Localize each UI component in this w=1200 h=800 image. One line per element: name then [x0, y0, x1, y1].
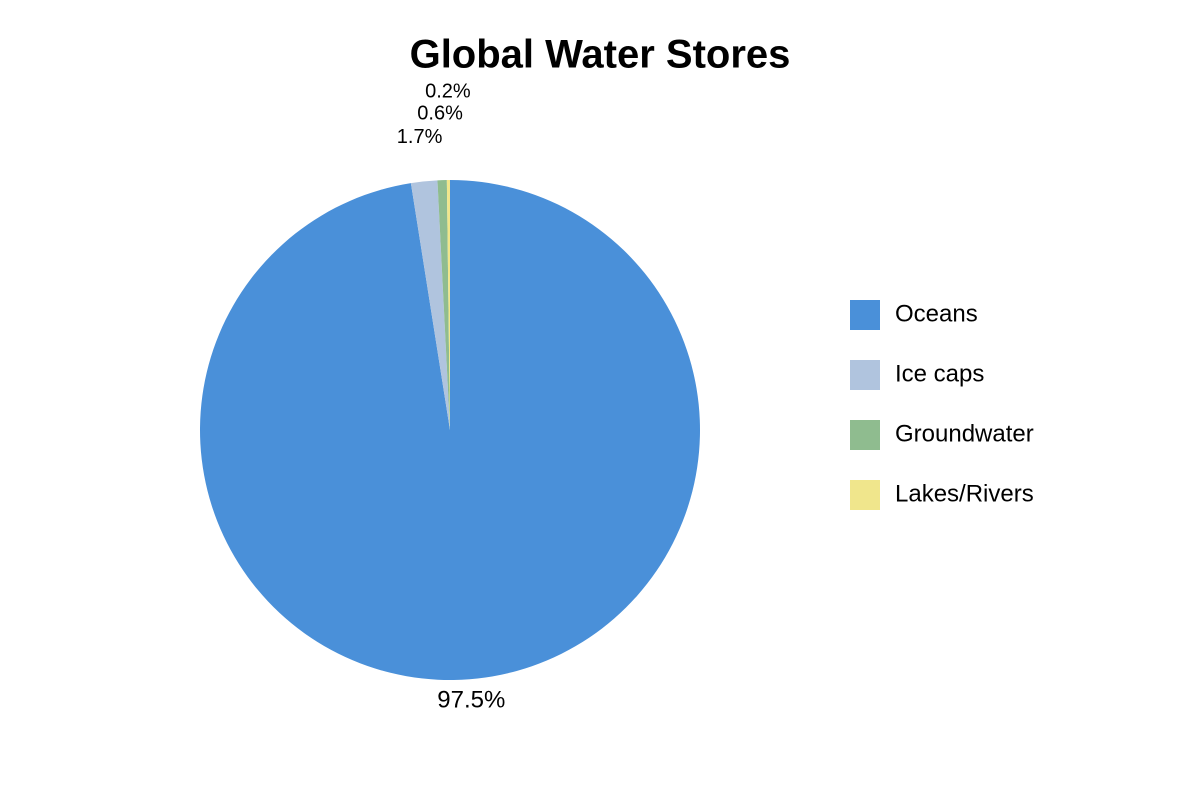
pie-slice [410, 180, 450, 430]
legend-swatch [850, 300, 880, 330]
slice-label: 1.7% [397, 126, 443, 148]
slice-label: 97.5% [437, 687, 505, 714]
legend-label: Oceans [895, 300, 978, 327]
chart-title: Global Water Stores [410, 33, 791, 77]
legend-label: Lakes/Rivers [895, 480, 1034, 507]
legend-label: Groundwater [895, 420, 1034, 447]
pie-slice [437, 180, 450, 430]
legend-swatch [850, 480, 880, 510]
slice-label: 0.2% [425, 80, 471, 102]
legend-swatch [850, 420, 880, 450]
legend-label: Ice caps [895, 360, 984, 387]
pie-slice [446, 180, 450, 430]
slice-label: 0.6% [417, 102, 463, 124]
legend-swatch [850, 360, 880, 390]
